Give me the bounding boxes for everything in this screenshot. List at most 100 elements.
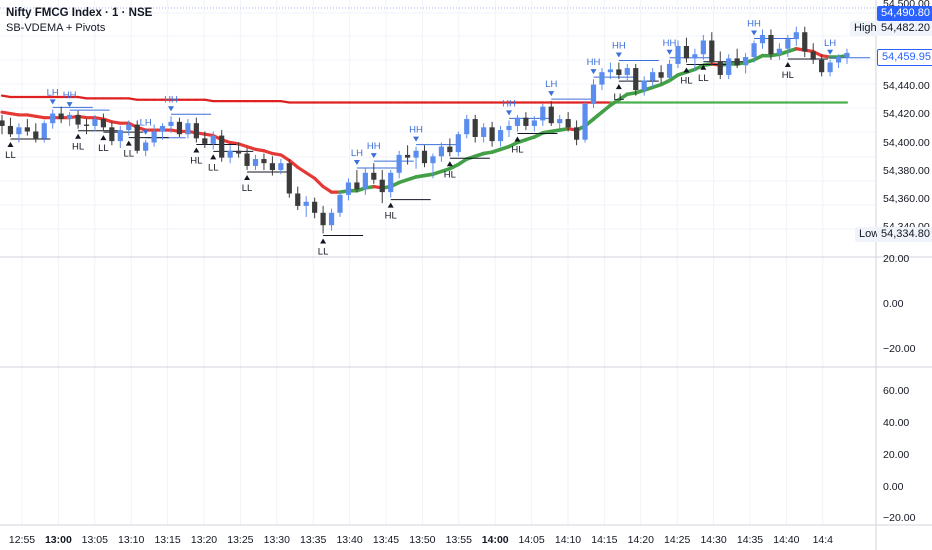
pivot-label: HL: [72, 142, 84, 153]
candle-body: [185, 123, 191, 135]
pivot-label: HH: [367, 141, 381, 152]
candle-body: [734, 58, 740, 66]
pivot-label: LL: [123, 149, 134, 160]
candle-body: [768, 34, 774, 55]
candle-body: [320, 212, 326, 226]
candle-body: [481, 127, 487, 137]
candle-body: [75, 114, 81, 125]
symbol-title[interactable]: Nifty FMCG Index · 1 · NSE: [6, 7, 153, 19]
candle-body: [303, 201, 309, 206]
time-tick-label: 14:15: [591, 534, 617, 546]
candle-body: [16, 127, 22, 135]
candle-body: [328, 212, 335, 226]
pivot-high-marker: [66, 102, 73, 108]
pivot-label: HH: [663, 38, 677, 49]
pivot-label: LH: [545, 79, 557, 90]
candle-body: [548, 106, 554, 124]
pivot-label: HH: [63, 90, 77, 101]
candle-body: [421, 150, 428, 164]
pivot-label: HH: [502, 98, 516, 109]
candle-body: [219, 135, 225, 158]
pivot-high-marker: [615, 52, 622, 58]
candle-body: [354, 182, 360, 190]
osc2-tick-label: 20.00: [883, 449, 909, 461]
candle-body: [506, 125, 512, 131]
ema-segment: [313, 176, 325, 189]
candle-body: [464, 119, 470, 135]
pivot-low-marker: [75, 133, 82, 139]
price-axis[interactable]: 54,500.0054,482.2054,460.0054,440.0054,4…: [883, 0, 930, 524]
time-tick-label: 13:50: [409, 534, 435, 546]
candle-body: [33, 131, 39, 139]
candle-body: [193, 123, 199, 139]
candle-body: [295, 193, 301, 206]
price-tick-label: 54,500.00: [883, 0, 930, 10]
candle-body: [624, 68, 630, 75]
candle-body: [574, 127, 580, 140]
chart-legend: Nifty FMCG Index · 1 · NSE SB-VDEMA + Pi…: [6, 6, 152, 36]
pivot-low-marker: [700, 64, 707, 70]
time-tick-label: 12:55: [9, 534, 35, 546]
ema-segment: [127, 97, 139, 101]
candle-body: [675, 46, 681, 64]
osc1-tick-label: 0.00: [883, 298, 904, 310]
candle-body: [371, 172, 377, 180]
ema-segment: [76, 95, 88, 100]
candle-body: [362, 172, 368, 190]
osc2-tick-label: 0.00: [883, 481, 904, 493]
time-tick-label: 13:55: [446, 534, 472, 546]
time-axis[interactable]: 12:55 13:00 13:05 13:10 13:15 13:20 13:25 13:30…: [9, 534, 833, 546]
candle-body: [835, 57, 842, 63]
candle-body: [143, 142, 149, 151]
candle-body: [641, 80, 647, 91]
pivot-high-marker: [506, 110, 512, 116]
low-label-tag: Low: [855, 227, 884, 242]
pivot-high-marker: [751, 30, 758, 36]
candle-body: [472, 119, 478, 137]
pivot-low-marker: [615, 84, 622, 90]
pivot-low-marker: [210, 154, 217, 160]
time-tick-label: 14:10: [555, 534, 581, 546]
pivot-label: HL: [782, 70, 794, 81]
time-tick-label: 14:05: [518, 534, 544, 546]
candle-body: [810, 51, 816, 60]
time-tick-label: 13:00: [45, 534, 72, 546]
candle-body: [388, 172, 394, 193]
chart-grid: [0, 0, 876, 525]
candle-body: [726, 58, 732, 75]
pivot-low-marker: [387, 202, 394, 208]
time-tick-label: 14:00: [482, 534, 509, 546]
candle-body: [117, 130, 123, 142]
time-tick-label: 13:05: [82, 534, 108, 546]
pivot-label: LL: [318, 246, 329, 257]
candle-body: [827, 62, 833, 73]
ema-segment: [321, 184, 334, 194]
high-price-tag: 54,482.20: [877, 21, 932, 36]
candle-body: [599, 72, 605, 85]
candle-body: [92, 119, 98, 126]
pivot-label: LL: [208, 162, 219, 173]
candle-body: [337, 194, 343, 213]
pivot-label: HH: [612, 41, 626, 52]
time-tick-label: 13:10: [118, 534, 144, 546]
pivot-label: LL: [614, 92, 625, 103]
candle-body: [692, 54, 698, 59]
pivot-label: HH: [409, 125, 423, 136]
candle-body: [447, 146, 453, 153]
candle-body: [438, 146, 444, 157]
time-tick-label: 13:40: [336, 534, 362, 546]
pivot-high-marker: [353, 160, 360, 166]
pivot-high-marker: [827, 49, 834, 55]
pivot-high-marker: [168, 106, 174, 112]
candle-body: [819, 59, 825, 73]
pivot-low-marker: [683, 67, 690, 73]
indicator-name[interactable]: SB-VDEMA + Pivots: [6, 22, 106, 34]
price-tick-label: 54,360.00: [883, 193, 930, 205]
pivot-labels: LH HH LH HH LH HH HH HH LH HH HH HH HH LH LL HL LL LL HL LL…: [5, 18, 836, 257]
candle-body: [658, 72, 664, 78]
pivot-label: HL: [190, 155, 202, 166]
candle-body: [709, 40, 715, 62]
candle-body: [489, 127, 495, 142]
candle-body: [844, 52, 850, 58]
